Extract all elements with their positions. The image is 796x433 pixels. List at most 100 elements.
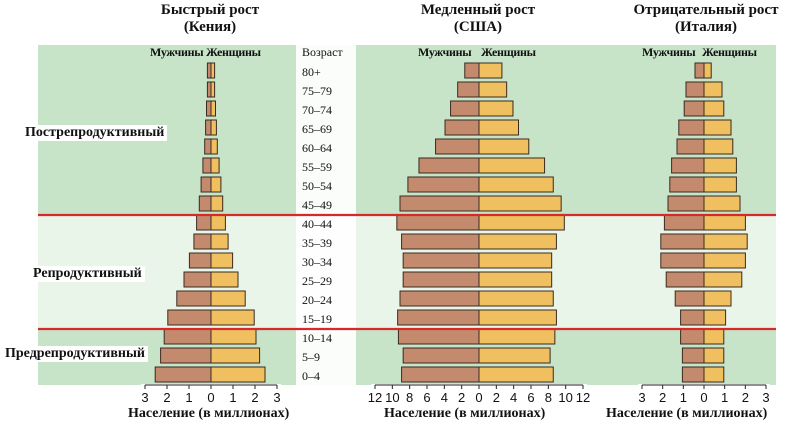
bar-female-italy [703,309,727,326]
bar-male-italy [685,81,705,98]
bar-male-kenya [183,271,212,288]
x-tick-label-usa: 10 [558,390,572,405]
bar-male-kenya [176,290,212,307]
bar-male-italy [660,252,705,269]
bar-male-kenya [163,328,212,345]
xaxis-title-usa: Население (в миллионах) [384,406,546,421]
x-tick-label-kenya: 0 [207,390,214,405]
bar-female-kenya [210,176,222,193]
bar-male-kenya [154,366,212,383]
bar-female-usa [478,271,553,288]
bar-male-usa [457,81,480,98]
legend-male-usa: Мужчины [418,45,472,59]
bar-female-italy [703,271,743,288]
zone-label-prereproductive: Предрепродуктивный [2,346,148,362]
bar-female-kenya [210,62,216,79]
x-tick-label-kenya: 2 [163,390,170,405]
x-tick-label-usa: 4 [441,390,448,405]
bar-male-usa [418,157,480,174]
bar-female-usa [478,138,530,155]
x-tick-label-usa: 8 [406,390,413,405]
chart-title-usa-line2: (США) [453,19,503,35]
chart-title-italy-line2: (Италия) [674,19,737,35]
chart-title-italy-line1: Отрицательный рост [633,2,779,18]
bar-female-kenya [210,119,217,136]
bar-male-kenya [204,138,212,155]
xaxis-title-kenya: Население (в миллионах) [128,406,290,421]
age-label: 5–9 [302,350,320,364]
bar-female-kenya [210,271,239,288]
bar-male-italy [678,119,705,136]
x-tick-label-usa: 2 [458,390,465,405]
bar-female-usa [478,119,519,136]
chart-title-kenya-line2: (Кения) [183,19,237,35]
bar-male-italy [681,347,705,364]
bar-male-usa [401,366,480,383]
bar-male-usa [397,309,480,326]
age-label: 65–69 [302,122,332,136]
bar-male-usa [396,214,480,231]
bar-male-italy [660,233,705,250]
x-tick-label-italy: 1 [680,390,687,405]
x-axis-panel-usa [371,384,587,406]
bar-male-kenya [206,100,212,117]
legend-male-italy: Мужчины [642,45,696,59]
bar-male-italy [680,309,705,326]
bar-male-kenya [200,176,212,193]
bar-female-italy [703,214,746,231]
x-tick-label-usa: 12 [576,390,590,405]
bar-female-italy [703,366,725,383]
x-tick-label-italy: 3 [762,390,769,405]
bar-male-usa [401,233,480,250]
bar-male-italy [681,366,705,383]
x-tick-label-italy: 3 [638,390,645,405]
bar-female-italy [703,233,748,250]
bar-male-italy [674,290,705,307]
age-label: 15–19 [302,312,332,326]
bar-male-kenya [167,309,212,326]
bar-female-usa [478,233,557,250]
bar-male-italy [694,62,705,79]
bar-female-italy [703,138,734,155]
bar-female-usa [478,100,514,117]
bar-male-usa [464,62,480,79]
age-label: 35–39 [302,236,332,250]
bar-male-usa [397,328,480,345]
bar-female-usa [478,347,551,364]
bar-female-kenya [210,328,257,345]
legend-female-italy: Женщины [702,45,757,59]
bar-female-usa [478,62,503,79]
bar-female-italy [703,195,741,212]
x-tick-label-italy: 1 [721,390,728,405]
zone-label-postreproductive: Пострепродуктивный [22,125,168,141]
legend-female-kenya: Женщины [206,45,261,59]
bar-male-kenya [193,233,212,250]
x-tick-label-usa: 6 [423,390,430,405]
age-label: 55–59 [302,160,332,174]
chart-title-italy: Отрицательный рост (Италия) [606,2,796,36]
x-tick-label-kenya: 3 [273,390,280,405]
x-tick-label-kenya: 2 [251,390,258,405]
bar-female-kenya [210,252,234,269]
bar-female-italy [703,62,712,79]
age-label: 80+ [302,65,321,79]
zone-label-reproductive: Репродуктивный [30,266,145,282]
age-label: 25–29 [302,274,332,288]
bar-female-kenya [210,214,226,231]
bar-male-kenya [206,62,212,79]
chart-title-kenya: Быстрый рост (Кения) [110,2,310,36]
bar-female-italy [703,81,723,98]
bar-female-italy [703,290,732,307]
bar-female-kenya [210,195,224,212]
bar-female-kenya [210,233,229,250]
x-tick-label-kenya: 1 [185,390,192,405]
chart-title-usa: Медленный рост (США) [378,2,578,36]
bar-female-usa [478,214,565,231]
bar-female-usa [478,309,557,326]
x-axis-panel-kenya [141,384,281,406]
bar-male-usa [450,100,480,117]
bar-male-usa [402,252,480,269]
x-tick-label-usa: 4 [510,390,517,405]
